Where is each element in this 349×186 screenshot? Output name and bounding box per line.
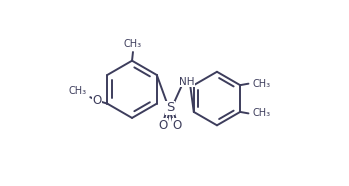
Text: CH₃: CH₃ [124,39,142,49]
Text: CH₃: CH₃ [69,86,87,96]
Text: O: O [173,119,182,132]
Text: S: S [166,101,174,114]
Text: NH: NH [179,77,194,87]
Text: CH₃: CH₃ [252,108,270,118]
Text: CH₃: CH₃ [252,79,270,89]
Text: O: O [158,119,167,132]
Text: O: O [92,94,102,107]
